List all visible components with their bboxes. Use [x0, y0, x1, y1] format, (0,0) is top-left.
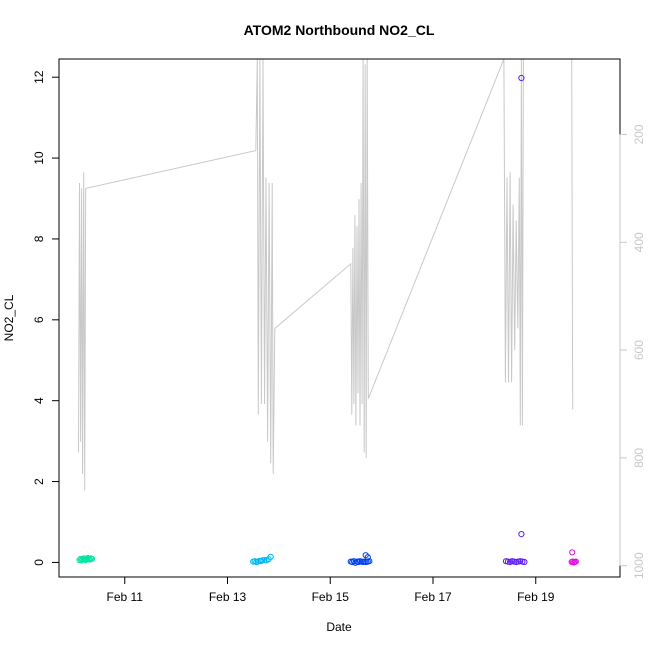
y2-tick-label: 800	[632, 448, 646, 468]
data-point	[521, 558, 528, 566]
data-point	[572, 558, 579, 565]
line-series	[78, 59, 574, 491]
chart-title: ATOM2 Northbound NO2_CL	[244, 22, 435, 38]
data-point	[518, 531, 525, 538]
data-point	[518, 74, 525, 82]
x-tick-label: Feb 11	[107, 590, 144, 604]
data-point	[88, 555, 96, 562]
y-tick-label: 10	[32, 151, 46, 165]
x-tick-label: Feb 13	[209, 590, 247, 604]
y-tick-label: 8	[32, 235, 46, 242]
data-point	[569, 549, 576, 556]
data-point	[350, 558, 357, 565]
y-tick-label: 4	[32, 397, 46, 404]
data-point	[366, 558, 373, 565]
data-point	[364, 554, 371, 561]
line-series-layer	[78, 59, 574, 491]
y2-tick-label: 1000	[632, 552, 646, 579]
x-tick-label: Feb 19	[517, 590, 555, 604]
y2-tick-label: 200	[632, 124, 646, 144]
x-axis-label: Date	[326, 620, 352, 634]
x-tick-label: Feb 15	[312, 590, 350, 604]
y-axis-label: NO2_CL	[2, 294, 16, 341]
x-axis: Feb 11 Feb 13 Feb 15 Feb 17 Feb 19	[107, 576, 555, 604]
y-tick-label: 12	[32, 70, 46, 84]
y2-tick-label: 600	[632, 340, 646, 360]
y2-tick-label: 400	[632, 232, 646, 252]
y-tick-label: 6	[32, 316, 46, 323]
y2-axis: 200 400 600 800 1000	[619, 124, 646, 579]
y-axis: 0 2 4 6 8 10 12	[32, 70, 60, 566]
plot-frame	[58, 58, 621, 578]
y-tick-label: 2	[32, 478, 46, 485]
points-layer	[76, 74, 579, 566]
y-tick-label: 0	[32, 559, 46, 566]
data-point	[267, 553, 274, 560]
x-tick-label: Feb 17	[414, 590, 452, 604]
